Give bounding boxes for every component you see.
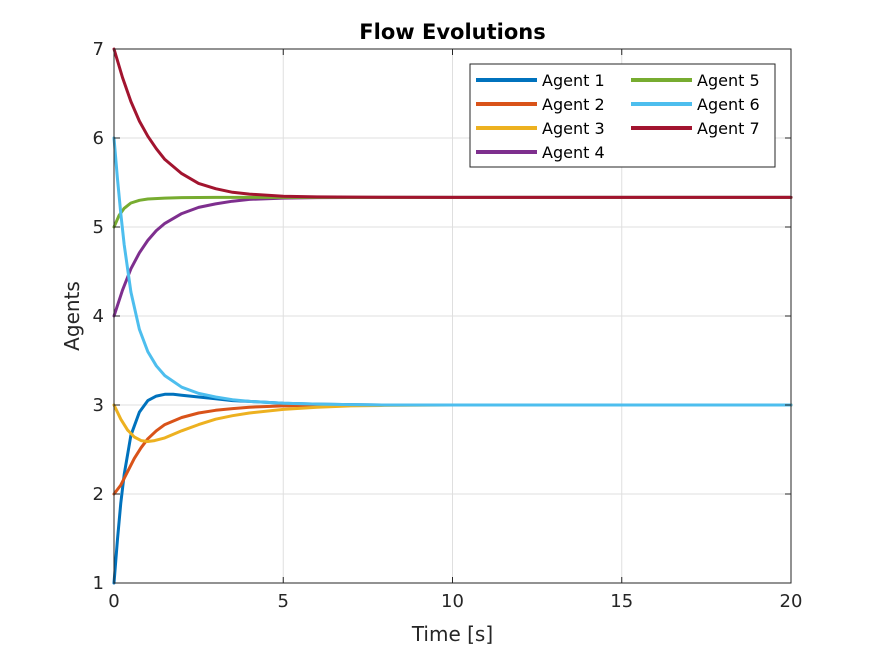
legend: Agent 1 Agent 2 Agent 3 Agent 4 Agent 5 Agent… [469, 63, 776, 168]
x-tick-label: 15 [610, 591, 633, 612]
legend-label-agent-4: Agent 4 [542, 143, 605, 162]
y-tick-label: 1 [93, 573, 104, 594]
legend-label-agent-3: Agent 3 [542, 119, 605, 138]
legend-label-agent-6: Agent 6 [697, 95, 760, 114]
x-tick-label: 10 [441, 591, 464, 612]
x-tick-label: 20 [780, 591, 803, 612]
legend-label-agent-1: Agent 1 [542, 71, 605, 90]
axis-ticks: 0 5 10 15 20 1 2 3 4 5 6 7 [93, 39, 803, 612]
y-axis-label: Agents [60, 281, 84, 351]
y-tick-label: 6 [93, 128, 104, 149]
legend-label-agent-7: Agent 7 [697, 119, 760, 138]
series-line-agent-7 [112, 47, 793, 199]
y-tick-label: 4 [93, 306, 104, 327]
x-tick-label: 5 [278, 591, 289, 612]
y-tick-label: 2 [93, 484, 104, 505]
y-tick-label: 7 [93, 39, 104, 60]
legend-label-agent-2: Agent 2 [542, 95, 605, 114]
series-layer [112, 47, 793, 585]
legend-label-agent-5: Agent 5 [697, 71, 760, 90]
chart-title: Flow Evolutions [359, 20, 545, 44]
x-tick-label: 0 [108, 591, 119, 612]
series-line-agent-6 [112, 136, 793, 407]
y-tick-label: 3 [93, 395, 104, 416]
x-axis-label: Time [s] [411, 622, 493, 646]
y-tick-label: 5 [93, 217, 104, 238]
